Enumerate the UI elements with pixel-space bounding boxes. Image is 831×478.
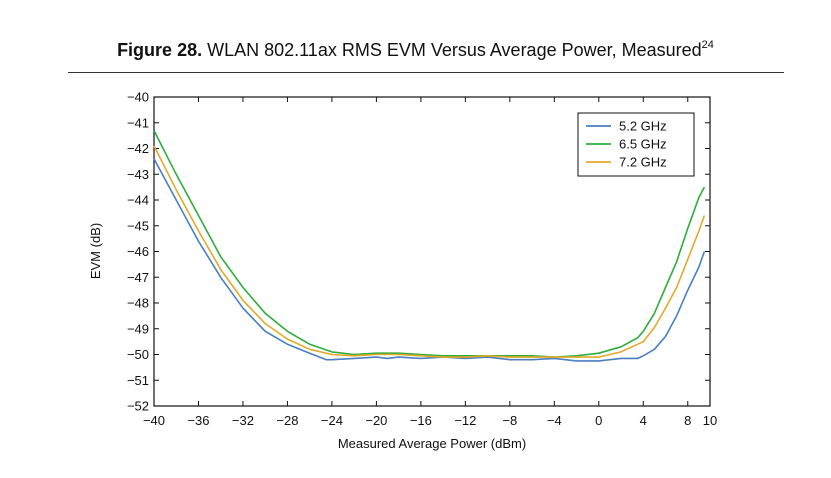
x-tick-label: 4 — [640, 413, 647, 428]
figure-superscript: 24 — [701, 39, 714, 51]
x-tick-label: 10 — [703, 413, 717, 428]
x-tick-label: −40 — [143, 413, 165, 428]
figure-title: Figure 28. WLAN 802.11ax RMS EVM Versus … — [0, 39, 831, 61]
x-tick-label: −36 — [187, 413, 209, 428]
y-tick-label: −42 — [127, 141, 149, 156]
y-tick-label: −44 — [127, 193, 149, 208]
y-tick-label: −52 — [127, 399, 149, 414]
axes: −40 −36 −32 −28 −24 −20 −16 −12 −8 −4 0 4 8 10−40−41−… — [127, 90, 717, 429]
series-group — [153, 130, 706, 362]
y-tick-label: −50 — [127, 347, 149, 362]
y-tick-label: −41 — [127, 115, 149, 130]
x-tick-label: 0 — [595, 413, 602, 428]
y-tick-label: −51 — [127, 373, 149, 388]
y-tick-label: −45 — [127, 218, 149, 233]
series-line-2 — [153, 145, 706, 358]
title-rule — [68, 72, 784, 73]
x-tick-label: −32 — [232, 413, 254, 428]
y-axis-label: EVM (dB) — [88, 223, 103, 279]
x-tick-label: −12 — [454, 413, 476, 428]
x-tick-label: −28 — [276, 413, 298, 428]
y-tick-label: −48 — [127, 296, 149, 311]
legend-label: 6.5 GHz — [619, 137, 667, 152]
x-axis-label: Measured Average Power (dBm) — [338, 436, 526, 451]
figure-label: Figure 28. — [117, 40, 203, 60]
legend: 5.2 GHz 6.5 GHz 7.2 GHz — [577, 112, 695, 177]
x-tick-label: −16 — [410, 413, 432, 428]
legend-label: 5.2 GHz — [619, 119, 667, 134]
x-tick-label: −4 — [547, 413, 562, 428]
y-tick-label: −47 — [127, 270, 149, 285]
x-tick-label: −24 — [321, 413, 343, 428]
series-line-0 — [153, 158, 706, 362]
x-tick-label: −8 — [502, 413, 517, 428]
figure-title-text: WLAN 802.11ax RMS EVM Versus Average Pow… — [202, 40, 702, 60]
x-tick-label: −20 — [365, 413, 387, 428]
y-tick-label: −40 — [127, 90, 149, 105]
y-tick-label: −43 — [127, 167, 149, 182]
y-tick-label: −46 — [127, 244, 149, 259]
x-tick-label: 8 — [684, 413, 691, 428]
legend-label: 7.2 GHz — [619, 155, 667, 170]
y-tick-label: −49 — [127, 321, 149, 336]
